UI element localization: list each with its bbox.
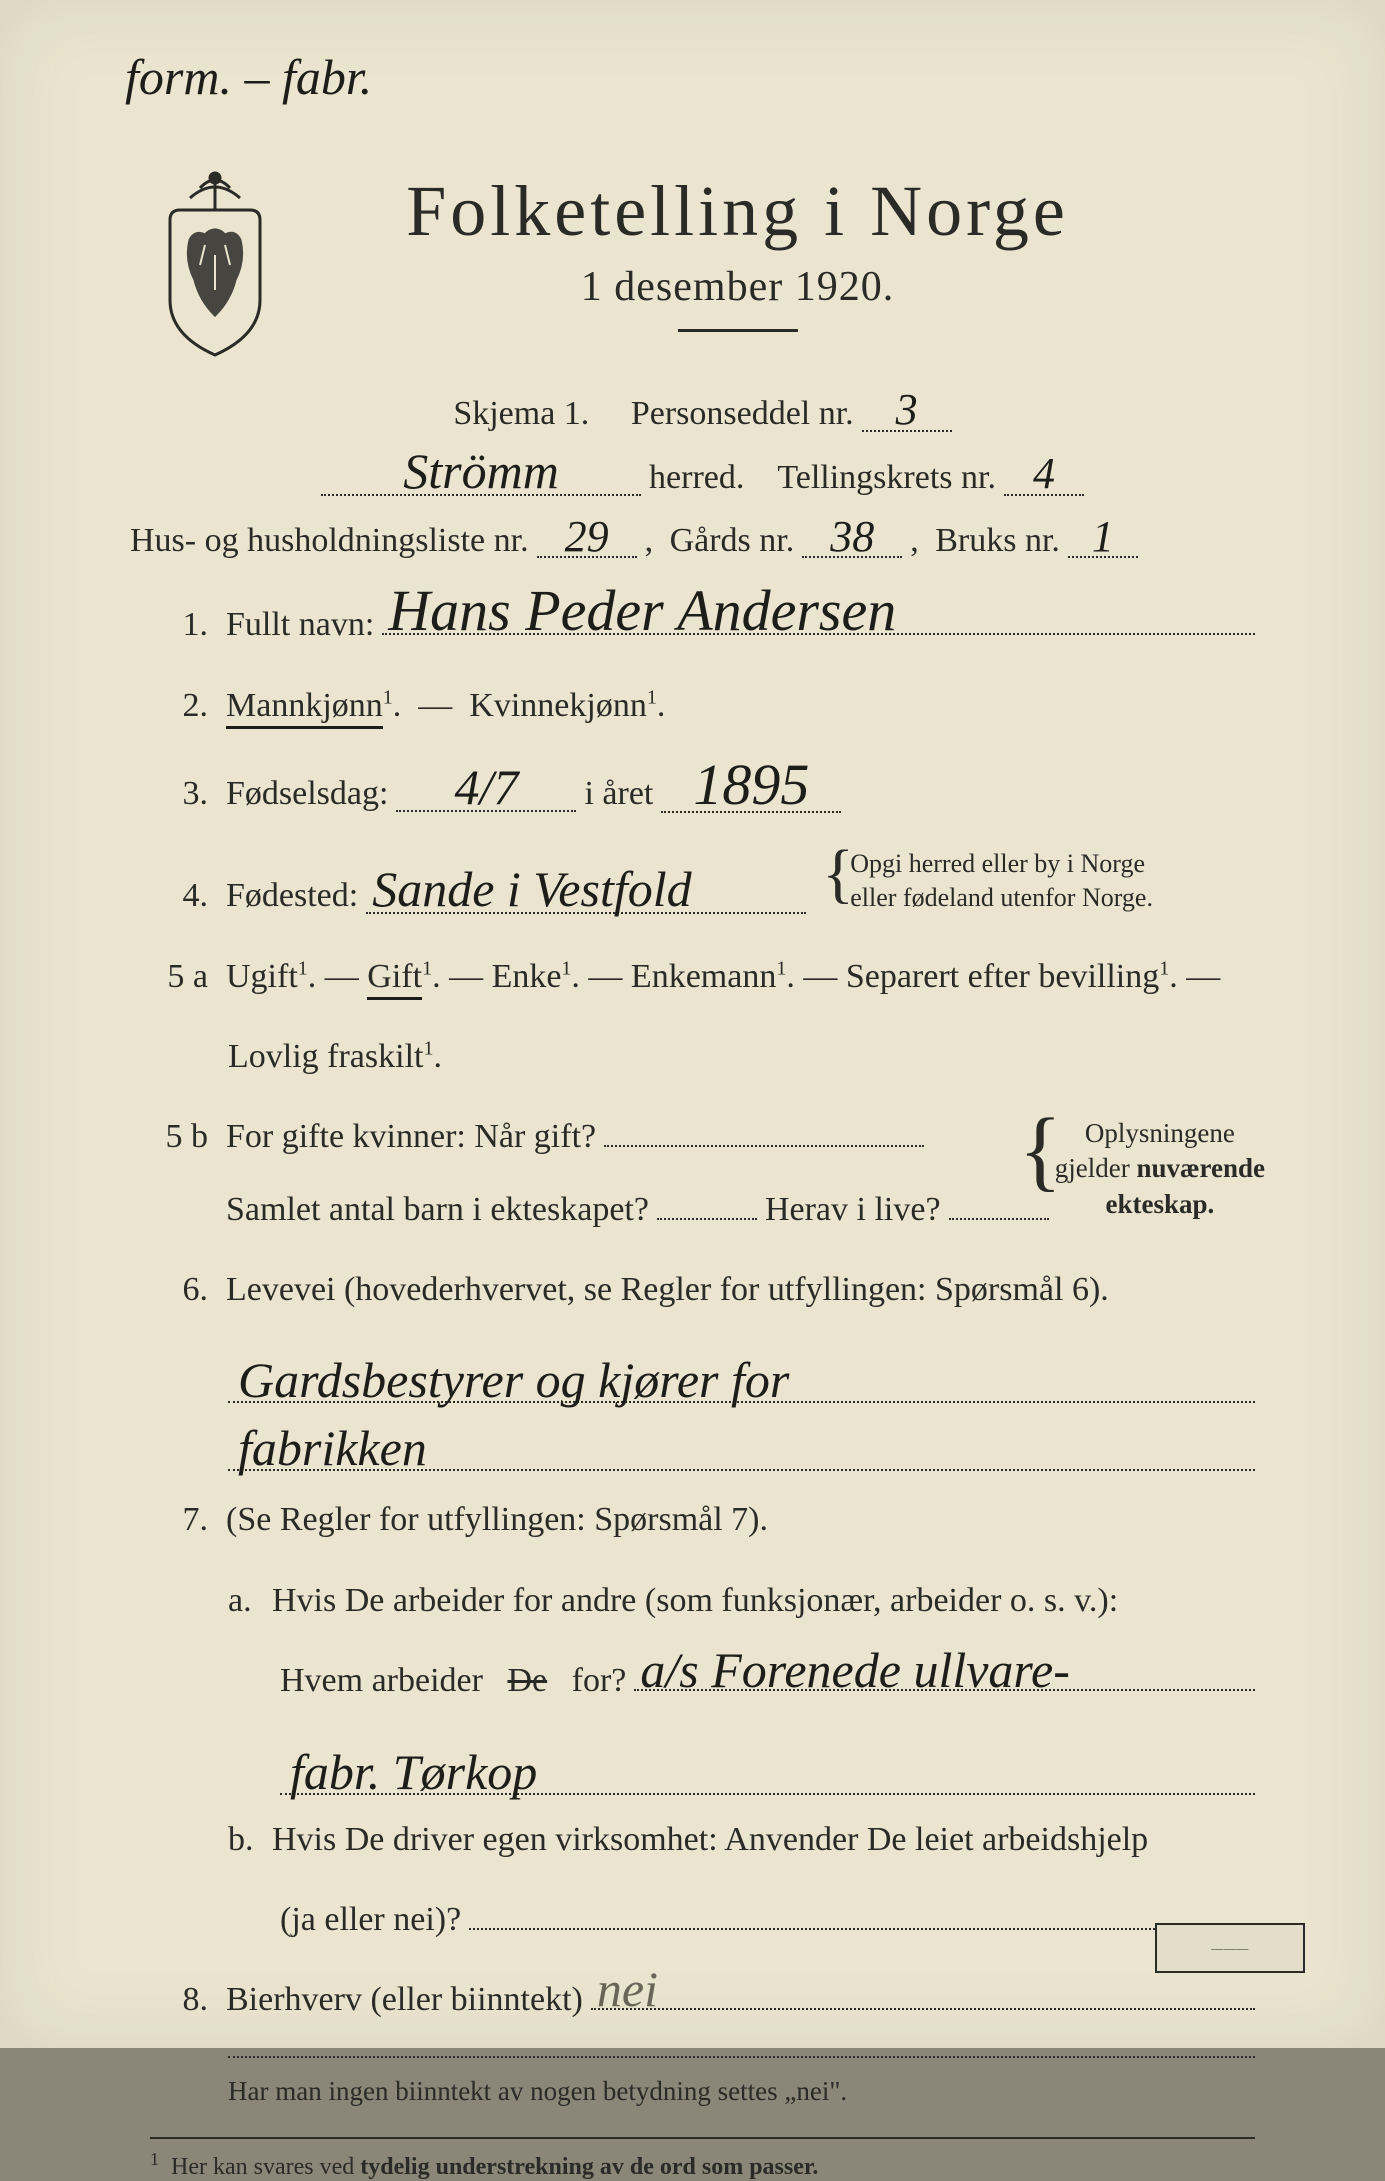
q5a-row: 5 a Ugift1. — Gift1. — Enke1. — Enkemann… [150,950,1255,1004]
q4-num: 4. [150,869,208,923]
bottom-divider [228,2056,1255,2058]
personseddel-label: Personseddel nr. [631,387,854,441]
q1-label: Fullt navn: [226,598,374,652]
q5b-note: { Oplysningene gjelder nuværende ekteska… [1019,1116,1265,1221]
q7-num: 7. [150,1493,208,1547]
q5a-ugift: Ugift [226,958,298,995]
herred-label: herred. [649,451,744,505]
q7a-num: a. [228,1574,264,1628]
q5a-separert: Separert efter bevilling [846,958,1159,995]
q5a-enke: Enke [492,958,562,995]
q7b-line2: (ja eller nei)? [150,1893,1255,1947]
meta-block: Skjema 1. Personseddel nr. 3 Strömm herr… [150,387,1255,568]
q7b-num: b. [228,1813,264,1867]
title-block: Folketelling i Norge 1 desember 1920. [320,170,1255,367]
q6-label: Levevei (hovederhvervet, se Regler for u… [226,1271,1109,1308]
q2-kvinne: Kvinnekjønn [469,687,647,724]
q5b-line2a: Samlet antal barn i ekteskapet? [226,1183,649,1237]
header: Folketelling i Norge 1 desember 1920. [150,170,1255,367]
q7-row: 7. (Se Regler for utfyllingen: Spørsmål … [150,1493,1255,1547]
tellingskrets-nr: 4 [1004,454,1084,496]
q5a-row2: Lovlig fraskilt1. [150,1030,1255,1084]
questions: 1. Fullt navn: Hans Peder Andersen 2. Ma… [150,598,1255,2181]
q4-hint: { Opgi herred eller by i Norge eller fød… [822,847,1153,915]
q7a-value2: fabr. Tørkop [290,1750,537,1795]
q2-mann: Mannkjønn [226,687,383,729]
q1-row: 1. Fullt navn: Hans Peder Andersen [150,598,1255,652]
q3-day: 4/7 [396,765,576,812]
q7a-value1: a/s Forenede ullvare- [640,1648,1070,1693]
footnote-bottom: 1 Her kan svares ved tydelig understrekn… [150,2137,1255,2181]
bruks-nr: 1 [1068,517,1138,559]
q7-label: (Se Regler for utfyllingen: Spørsmål 7). [226,1501,768,1538]
q8-value: nei [597,1967,658,2012]
q7b-row: b. Hvis De driver egen virksomhet: Anven… [150,1813,1255,1867]
q6-value-line1: Gardsbestyrer og kjører for [228,1343,1255,1403]
tellingskrets-label: Tellingskrets nr. [777,451,996,505]
q7a-line1: Hvis De arbeider for andre (som funksjon… [272,1574,1118,1628]
q6-value2: fabrikken [238,1426,427,1471]
q6-value-line2: fabrikken [228,1411,1255,1471]
q5a-gift: Gift [367,958,422,1000]
main-title: Folketelling i Norge [320,170,1155,253]
q5b-num: 5 b [150,1110,208,1164]
q5a-enkemann: Enkemann [631,958,776,995]
top-margin-annotation: form. – fabr. [125,55,372,100]
printer-stamp: ——— [1155,1923,1305,1973]
q5a-fraskilt: Lovlig fraskilt [228,1038,423,1075]
q5b-line2b: Herav i live? [765,1183,941,1237]
q2-row: 2. Mannkjønn1. — Kvinnekjønn1. [150,679,1255,733]
personseddel-nr: 3 [862,390,952,432]
q8-row: 8. Bierhverv (eller biinntekt) nei [150,1973,1255,2027]
q5b-line1: For gifte kvinner: Når gift? [226,1110,596,1164]
q2-num: 2. [150,679,208,733]
q7a-value-line2: fabr. Tørkop [280,1735,1255,1795]
q7a-line2: Hvem arbeider De for? a/s Forenede ullva… [150,1654,1255,1708]
q1-num: 1. [150,598,208,652]
q4-label: Fødested: [226,869,358,923]
q7a-l2-label: Hvem arbeider [280,1654,483,1708]
q8-label: Bierhverv (eller biinntekt) [226,1973,583,2027]
herred-value: Strömm [321,449,641,496]
title-divider [678,329,798,332]
q5a-num: 5 a [150,950,208,1004]
census-form-page: form. – fabr. Folketelling i Norge 1 des… [0,0,1385,2048]
footnote-mid: Har man ingen biinntekt av nogen betydni… [228,2076,1255,2107]
q3-year-label: i året [584,767,653,821]
q3-label: Fødselsdag: [226,767,388,821]
q4-row: 4. Fødested: Sande i Vestfold { Opgi her… [150,847,1255,923]
gards-nr: 38 [802,517,902,559]
q1-value: Hans Peder Andersen [388,585,896,637]
q6-num: 6. [150,1263,208,1317]
q5b-row: 5 b For gifte kvinner: Når gift? { Oplys… [150,1110,1255,1237]
q6-value1: Gardsbestyrer og kjører for [238,1358,789,1403]
q8-num: 8. [150,1973,208,2027]
coat-of-arms-icon [150,170,280,360]
husliste-nr: 29 [537,517,637,559]
q3-num: 3. [150,767,208,821]
gards-label: Gårds nr. [670,514,795,568]
q7b-line1: Hvis De driver egen virksomhet: Anvender… [272,1813,1148,1867]
q7a-row: a. Hvis De arbeider for andre (som funks… [150,1574,1255,1628]
q4-value: Sande i Vestfold [366,867,806,914]
q7b-l2: (ja eller nei)? [280,1893,461,1947]
q6-row: 6. Levevei (hovederhvervet, se Regler fo… [150,1263,1255,1317]
subtitle: 1 desember 1920. [320,263,1155,311]
husliste-label: Hus- og husholdningsliste nr. [130,514,529,568]
q7a-de: De [507,1654,547,1708]
bruks-label: Bruks nr. [935,514,1060,568]
q3-row: 3. Fødselsdag: 4/7 i året 1895 [150,759,1255,821]
skjema-label: Skjema 1. [453,387,589,441]
q7a-for: for? [572,1654,627,1708]
q3-year: 1895 [661,759,841,813]
